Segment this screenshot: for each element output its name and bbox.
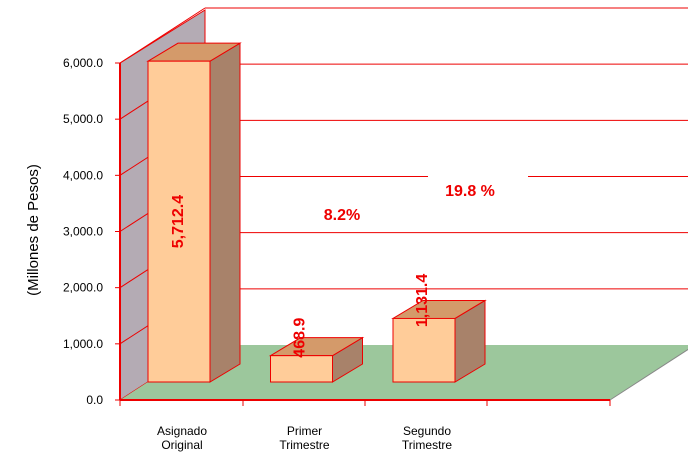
bar-side xyxy=(209,42,241,383)
value-label: 468.9 xyxy=(292,318,309,358)
x-tick-label: Asignado Original xyxy=(157,424,207,452)
y-tick-label: 3,000.0 xyxy=(63,225,103,239)
bar xyxy=(147,60,211,383)
x-tick-label: Segundo Trimestre xyxy=(402,424,453,452)
bar xyxy=(270,355,333,383)
value-label: 5,712.4 xyxy=(170,195,187,248)
x-tick-label: Primer Trimestre xyxy=(279,424,330,452)
x-tick-label-line: Trimestre xyxy=(279,438,330,452)
y-tick-label: 4,000.0 xyxy=(63,168,103,182)
floor-edge xyxy=(609,348,688,401)
annotation-bg xyxy=(428,174,528,200)
x-tick-label-line: Original xyxy=(161,438,202,452)
y-tick-label: 2,000.0 xyxy=(63,281,103,295)
y-tick-label: 5,000.0 xyxy=(63,112,103,126)
y-tick-label: 0.0 xyxy=(86,393,103,407)
bar xyxy=(392,317,456,383)
grid-line xyxy=(119,7,206,64)
x-tick-label-line: Trimestre xyxy=(402,438,453,452)
x-tick-label-line: Segundo xyxy=(403,424,451,438)
annotation: 8.2% xyxy=(324,207,360,224)
x-tick-label-line: Primer xyxy=(287,424,322,438)
y-axis-title: (Millones de Pesos) xyxy=(25,164,42,296)
annotation: 19.8 % xyxy=(445,183,495,200)
value-label: 1,131.4 xyxy=(414,274,431,327)
x-tick-label-line: Asignado xyxy=(157,424,207,438)
y-tick-label: 6,000.0 xyxy=(63,56,103,70)
y-tick-label: 1,000.0 xyxy=(63,337,103,351)
